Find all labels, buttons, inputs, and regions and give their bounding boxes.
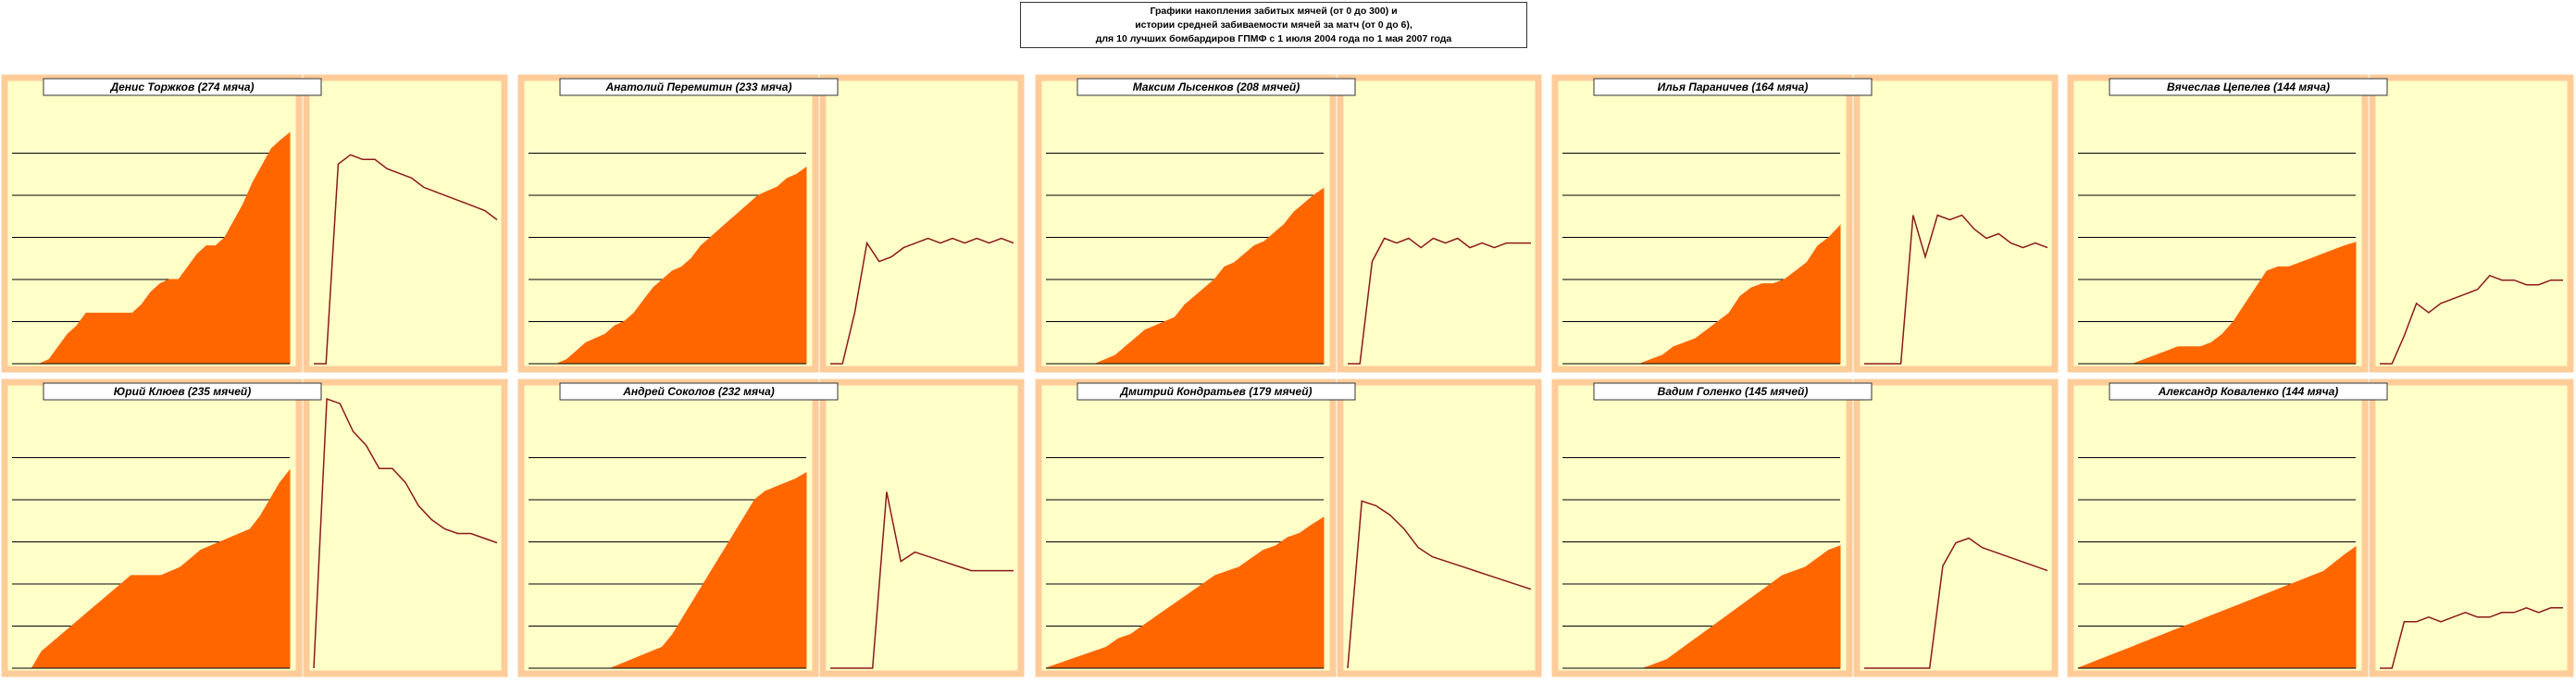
player-label-text: Дмитрий Кондратьев (179 мячей) [1119, 385, 1312, 398]
average-goals-line [313, 397, 498, 669]
average-goals-line [1864, 537, 2048, 669]
average-goals-line [830, 237, 1014, 365]
average-panel [303, 379, 508, 677]
cumulative-goals-area [12, 468, 291, 669]
player-label-box [559, 382, 839, 401]
player-label-box [559, 78, 839, 96]
player-label-text: Анатолий Перемитин (233 мяча) [605, 81, 792, 93]
player-label-text: Максим Лысенков (208 мячей) [1133, 81, 1300, 93]
player-label: Вадим Голенко (145 мячей) [1593, 382, 1873, 401]
average-goals-line [2380, 606, 2563, 669]
player-label: Андрей Соколов (232 мяча) [559, 382, 839, 401]
player-label: Денис Торжков (274 мяча) [43, 78, 322, 96]
player-chart-7: Андрей Соколов (232 мяча) [517, 379, 1025, 677]
title-line-3: для 10 лучших бомбардиров ГПМФ с 1 июля … [1095, 33, 1452, 44]
player-chart-10: Александр Коваленко (144 мяча) [2067, 379, 2574, 677]
average-goals-line [1347, 500, 1532, 669]
player-label: Дмитрий Кондратьев (179 мячей) [1076, 382, 1356, 401]
player-label: Анатолий Перемитин (233 мяча) [559, 78, 839, 96]
player-chart-2: Анатолий Перемитин (233 мяча) [517, 74, 1025, 373]
average-panel [819, 74, 1025, 373]
player-chart-5: Вячеслав Цепелев (144 мяча) [2067, 74, 2574, 373]
player-label-text: Юрий Клюев (235 мячей) [114, 385, 251, 398]
player-label: Александр Коваленко (144 мяча) [2109, 382, 2388, 401]
average-goals-line [830, 491, 1014, 669]
player-label-box [2109, 382, 2388, 401]
player-label: Юрий Клюев (235 мячей) [43, 382, 322, 401]
title-line-1: Графики накопления забитых мячей (от 0 д… [1150, 6, 1398, 17]
player-chart-9: Вадим Голенко (145 мячей) [1551, 379, 2059, 677]
average-panel [1853, 379, 2059, 677]
average-panel [2369, 74, 2574, 373]
player-label-box [1593, 78, 1873, 96]
average-panel [819, 379, 1025, 677]
player-label-box [1076, 78, 1356, 96]
player-label-text: Андрей Соколов (232 мяча) [622, 385, 775, 398]
player-label-text: Александр Коваленко (144 мяча) [2158, 385, 2339, 398]
player-label: Вячеслав Цепелев (144 мяча) [2109, 78, 2388, 96]
average-goals-line [2380, 274, 2563, 365]
player-label-box [1593, 382, 1873, 401]
cumulative-goals-area [2077, 546, 2357, 669]
player-label: Максим Лысенков (208 мячей) [1076, 78, 1356, 96]
average-panel [2369, 379, 2574, 677]
player-label-box [43, 78, 322, 96]
average-panel [1337, 379, 1542, 677]
player-label: Илья Параничев (164 мяча) [1593, 78, 1873, 96]
player-label-text: Вадим Голенко (145 мячей) [1658, 385, 1809, 398]
average-panel [303, 74, 508, 373]
cumulative-goals-area [12, 131, 291, 365]
average-panel [1337, 74, 1542, 373]
title-line-2: истории средней забиваемости мячей за ма… [1135, 19, 1412, 31]
cumulative-goals-area [529, 167, 807, 365]
player-label-box [2109, 78, 2388, 96]
cumulative-goals-area [1045, 516, 1325, 669]
average-goals-line [314, 154, 498, 365]
player-chart-8: Дмитрий Кондратьев (179 мячей) [1035, 379, 1542, 677]
average-goals-line [1348, 237, 1531, 365]
player-chart-1: Денис Торжков (274 мяча) [1, 74, 508, 373]
player-label-text: Илья Параничев (164 мяча) [1658, 81, 1809, 93]
player-label-box [1076, 382, 1356, 401]
player-label-text: Денис Торжков (274 мяча) [109, 81, 254, 93]
player-chart-3: Максим Лысенков (208 мячей) [1035, 74, 1542, 373]
player-label-box [43, 382, 322, 401]
player-chart-4: Илья Параничев (164 мяча) [1551, 74, 2059, 373]
player-chart-6: Юрий Клюев (235 мячей) [1, 379, 508, 677]
average-panel [1853, 74, 2059, 373]
chart-title-box: Графики накопления забитых мячей (от 0 д… [1020, 2, 1527, 48]
average-goals-line [1864, 214, 2048, 365]
player-label-text: Вячеслав Цепелев (144 мяча) [2167, 81, 2330, 93]
